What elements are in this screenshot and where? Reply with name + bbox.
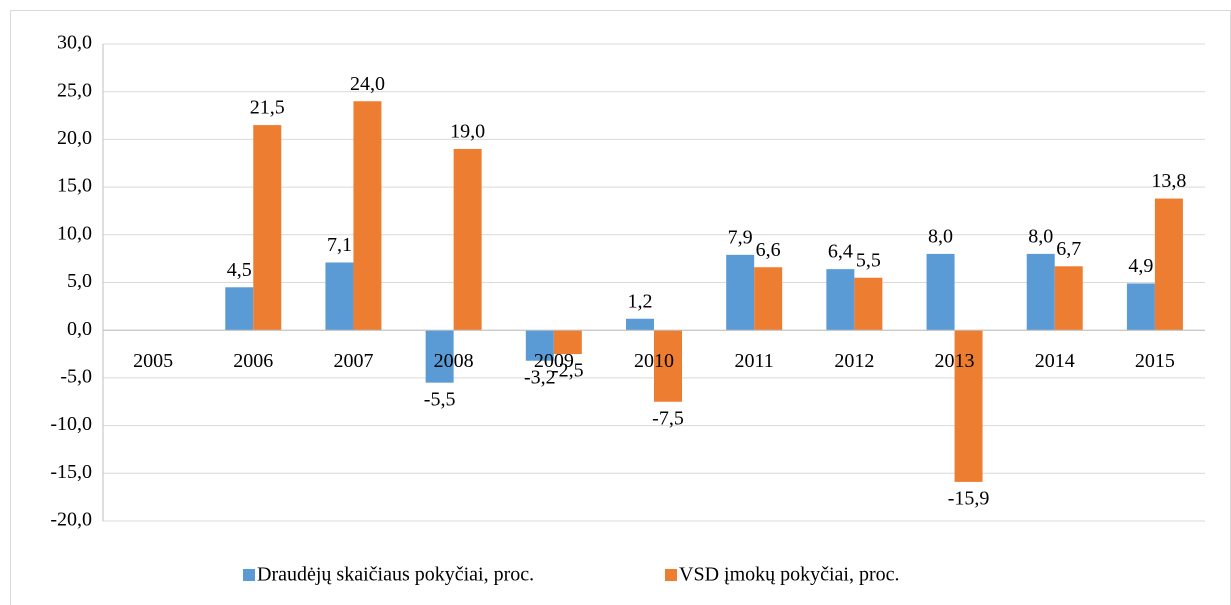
x-tick-label: 2015 (1135, 350, 1175, 372)
x-tick-label: 2010 (634, 350, 674, 372)
y-tick-label: -20,0 (50, 509, 92, 531)
data-label: 7,9 (728, 226, 753, 248)
bar (425, 330, 454, 383)
legend-label: VSD įmokų pokyčiai, proc. (679, 564, 900, 586)
bar (854, 277, 883, 331)
y-tick-label: 20,0 (57, 127, 92, 149)
data-label: -7,5 (652, 407, 684, 429)
x-tick-label: 2011 (735, 350, 774, 372)
x-tick-label: 2008 (434, 350, 474, 372)
y-tick-label: 10,0 (57, 222, 92, 244)
bar (926, 253, 955, 331)
bar (626, 318, 654, 331)
data-label: 21,5 (250, 97, 285, 119)
y-tick-label: -10,0 (50, 413, 92, 435)
data-label: 1,2 (628, 290, 653, 312)
x-tick-label: 2005 (133, 350, 173, 372)
y-tick-label: 25,0 (57, 79, 92, 101)
y-tick-label: 15,0 (57, 175, 92, 197)
data-label: 19,0 (450, 121, 485, 143)
data-label: 8,0 (1028, 225, 1053, 247)
bar (1026, 253, 1055, 331)
bar (1054, 266, 1083, 331)
data-label: 4,9 (1128, 255, 1153, 277)
bar (826, 269, 855, 331)
data-label: 8,0 (928, 225, 953, 247)
y-tick-label: 0,0 (67, 318, 92, 340)
bar (253, 125, 282, 331)
y-tick-label: 30,0 (57, 32, 92, 54)
y-tick-label: -15,0 (50, 461, 92, 483)
legend-swatch (665, 569, 677, 581)
bar (353, 101, 382, 331)
data-label: -15,9 (948, 487, 990, 509)
bar (1126, 283, 1155, 331)
y-tick-label: -5,0 (60, 365, 92, 387)
x-tick-label: 2009 (534, 350, 574, 372)
data-label: -5,5 (424, 388, 456, 410)
y-tick-label: 5,0 (67, 270, 92, 292)
data-label: 6,6 (756, 239, 781, 261)
x-tick-label: 2012 (834, 350, 874, 372)
data-label: 5,5 (856, 249, 881, 271)
bar (225, 287, 254, 331)
bar (726, 254, 755, 331)
bar (553, 330, 582, 355)
data-label: 6,7 (1056, 238, 1081, 260)
data-label: -2,5 (552, 360, 584, 382)
data-label: 4,5 (227, 259, 252, 281)
x-tick-label: 2006 (233, 350, 273, 372)
data-label: 13,8 (1151, 170, 1186, 192)
x-tick-label: 2007 (333, 350, 373, 372)
bar (754, 267, 783, 331)
x-tick-label: 2014 (1035, 350, 1075, 372)
bar (453, 148, 482, 331)
bar (1154, 198, 1183, 331)
data-label: -3,2 (524, 366, 556, 388)
bar (325, 262, 354, 331)
legend-label: Draudėjų skaičiaus pokyčiai, proc. (257, 564, 534, 586)
data-label: 24,0 (350, 73, 385, 95)
bar (654, 330, 682, 402)
bar (954, 330, 983, 482)
bar (525, 330, 554, 361)
x-tick-label: 2013 (935, 350, 975, 372)
data-label: 7,1 (327, 234, 352, 256)
data-label: 6,4 (828, 241, 853, 263)
legend-swatch (243, 569, 255, 581)
